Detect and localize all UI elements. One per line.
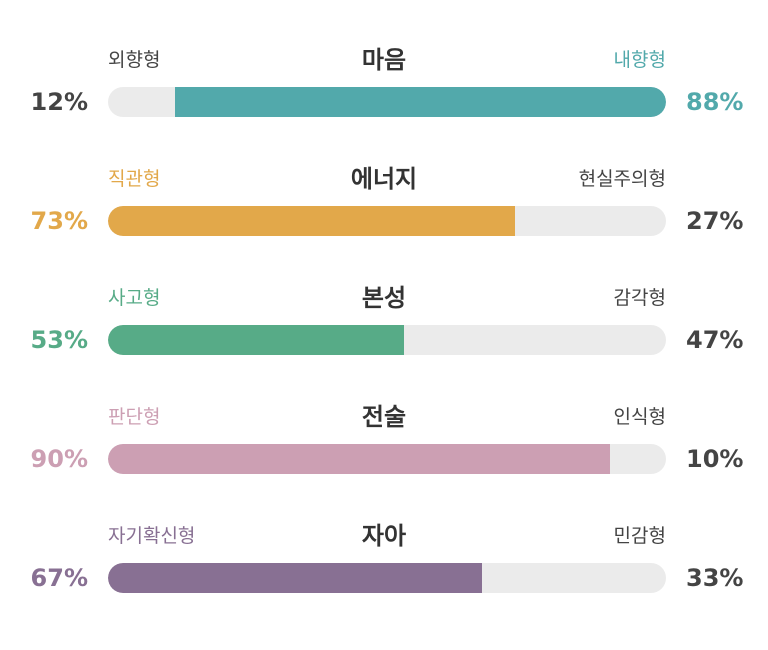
progress-fill xyxy=(108,444,611,474)
left-percent: 53% xyxy=(30,326,88,354)
right-percent: 47% xyxy=(686,326,744,354)
trait-title: 본성 xyxy=(361,284,407,312)
left-percent: 90% xyxy=(30,445,88,473)
left-trait-label: 사고형 xyxy=(108,287,161,309)
right-trait-label: 감각형 xyxy=(613,287,666,309)
left-percent: 12% xyxy=(30,88,88,116)
trait-row-identity: 자기확신형 자아 민감형 67% 33% xyxy=(0,522,768,614)
right-trait-label: 내향형 xyxy=(613,49,666,71)
progress-fill xyxy=(174,87,666,117)
right-trait-label: 현실주의형 xyxy=(578,168,666,190)
trait-row-energy: 직관형 에너지 현실주의형 73% 27% xyxy=(0,165,768,257)
trait-title: 에너지 xyxy=(350,165,418,193)
progress-track xyxy=(108,563,666,593)
right-trait-label: 인식형 xyxy=(613,406,666,428)
progress-track xyxy=(108,325,666,355)
trait-title: 마음 xyxy=(361,46,407,74)
left-trait-label: 외향형 xyxy=(108,49,161,71)
left-percent: 67% xyxy=(30,564,88,592)
trait-row-nature: 사고형 본성 감각형 53% 47% xyxy=(0,284,768,376)
right-percent: 10% xyxy=(686,445,744,473)
trait-row-mind: 외향형 마음 내향형 12% 88% xyxy=(0,46,768,138)
progress-track xyxy=(108,206,666,236)
progress-fill xyxy=(108,206,516,236)
left-percent: 73% xyxy=(30,207,88,235)
right-trait-label: 민감형 xyxy=(613,525,666,547)
right-percent: 33% xyxy=(686,564,744,592)
left-trait-label: 직관형 xyxy=(108,168,161,190)
right-percent: 27% xyxy=(686,207,744,235)
progress-fill xyxy=(108,325,404,355)
left-trait-label: 판단형 xyxy=(108,406,161,428)
progress-track xyxy=(108,87,666,117)
left-trait-label: 자기확신형 xyxy=(108,525,196,547)
trait-row-tactics: 판단형 전술 인식형 90% 10% xyxy=(0,403,768,495)
progress-fill xyxy=(108,563,482,593)
trait-title: 전술 xyxy=(361,403,407,431)
trait-title: 자아 xyxy=(361,522,407,550)
progress-track xyxy=(108,444,666,474)
right-percent: 88% xyxy=(686,88,744,116)
